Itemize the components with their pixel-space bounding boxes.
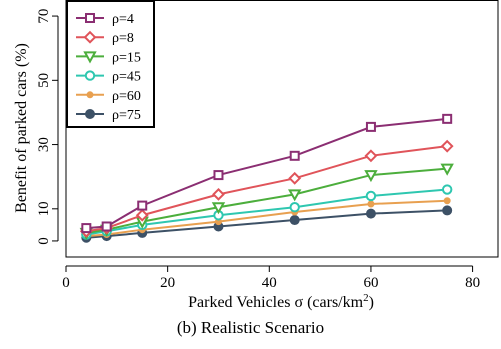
y-tick-label: 70	[36, 9, 52, 24]
data-point	[211, 202, 226, 215]
legend-label: ρ=60	[112, 89, 141, 104]
x-tick-label: 80	[465, 275, 480, 291]
data-point	[440, 139, 454, 153]
y-tick-label: 50	[36, 73, 52, 88]
line-chart: 0 20 40 60 80 0 10 30 50 70 Parked Vehicles σ (car…	[13, 0, 499, 311]
data-point	[440, 163, 454, 176]
data-point	[288, 171, 302, 185]
data-point	[85, 13, 95, 23]
x-tick-label: 0	[62, 275, 70, 291]
data-point	[213, 170, 224, 181]
legend: ρ=4 ρ=8 ρ=15 ρ=45 ρ=60 ρ=75	[66, 0, 155, 128]
data-point	[85, 109, 95, 119]
series-ρ=4	[81, 113, 453, 234]
plot-frame	[65, 0, 499, 258]
x-axis-title-superscript: 2	[363, 292, 369, 304]
x-axis-title: Parked Vehicles σ (cars/km2)	[188, 292, 374, 311]
data-point	[442, 113, 453, 124]
data-point	[367, 200, 375, 208]
x-tick-label: 20	[160, 275, 175, 291]
data-point	[288, 189, 302, 202]
legend-label: ρ=45	[112, 70, 141, 85]
legend-item: ρ=45	[76, 70, 141, 85]
data-point	[84, 70, 96, 81]
legend-label: ρ=15	[112, 50, 141, 65]
x-axis-title-close: )	[369, 294, 374, 311]
legend-item: ρ=15	[76, 50, 141, 65]
data-point	[441, 184, 453, 195]
legend-item: ρ=75	[76, 108, 141, 123]
data-point	[365, 121, 376, 132]
data-point	[101, 221, 112, 232]
data-point	[443, 197, 451, 205]
data-point	[289, 202, 300, 213]
legend-box	[66, 0, 155, 128]
legend-item: ρ=8	[76, 30, 134, 46]
data-point	[212, 187, 225, 201]
x-axis-title-main: Parked Vehicles σ (cars/km	[188, 294, 364, 311]
y-axis-title: Benefit of parked cars (%)	[13, 43, 30, 213]
legend-label: ρ=75	[112, 108, 141, 123]
data-point	[442, 205, 453, 216]
data-point	[83, 51, 97, 64]
data-point	[137, 200, 148, 211]
data-point	[81, 223, 92, 234]
data-point	[289, 150, 300, 161]
y-tick-label: 30	[36, 137, 52, 152]
y-tick-label: 0	[36, 237, 52, 245]
data-point	[365, 190, 377, 202]
figure-caption: (b) Realistic Scenario	[176, 318, 325, 337]
data-point	[289, 215, 300, 226]
data-point	[83, 30, 97, 44]
legend-item: ρ=60	[76, 89, 141, 104]
y-tick-label: 10	[36, 201, 52, 216]
x-tick-label: 60	[363, 275, 378, 291]
series-ρ=15	[79, 163, 454, 240]
legend-label: ρ=8	[112, 31, 134, 46]
data-point	[364, 149, 378, 163]
legend-item: ρ=4	[76, 12, 134, 27]
data-point	[364, 170, 378, 183]
legend-label: ρ=4	[112, 12, 134, 27]
data-point	[135, 208, 149, 222]
x-tick-label: 40	[262, 275, 277, 291]
data-point	[86, 91, 94, 99]
data-point	[365, 208, 376, 219]
